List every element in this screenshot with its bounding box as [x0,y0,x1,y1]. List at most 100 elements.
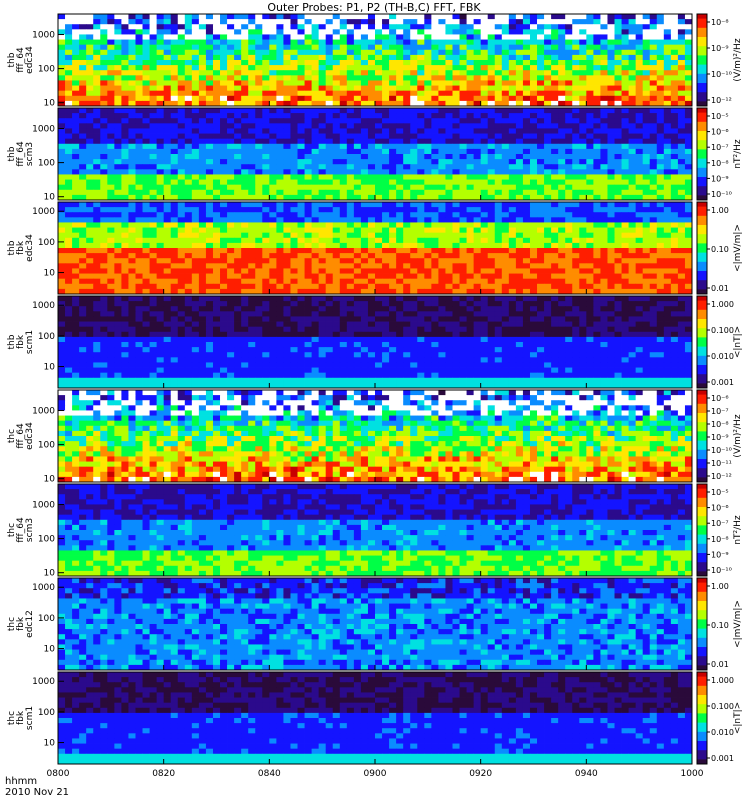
spectrogram-cell [276,19,284,25]
spectrogram-cell [508,273,517,280]
spectrogram-cell [149,14,158,20]
spectrogram-cell [283,189,291,196]
spectrogram-cell [283,169,291,175]
spectrogram-cell [121,283,129,290]
spectrogram-cell [290,70,298,76]
spectrogram-cell [642,24,651,30]
spectrogram-cell [227,194,235,201]
spectrogram-cell [663,154,672,160]
spectrogram-cell [579,184,587,191]
spectrogram-cell [452,263,460,269]
spectrogram-cell [191,232,200,239]
spectrogram-cell [480,194,489,201]
colorbar-swatch [697,96,707,100]
spectrogram-cell [670,174,679,180]
spectrogram-cell [191,248,200,254]
spectrogram-cell [396,143,404,150]
spectrogram-cell [100,29,108,35]
spectrogram-cell [445,133,453,140]
spectrogram-cell [360,34,369,40]
spectrogram-cell [649,138,658,145]
spectrogram-cell [375,227,383,234]
spectrogram-cell [551,232,559,239]
spectrogram-cell [656,237,665,244]
spectrogram-cell [262,108,270,114]
spectrogram-cell [473,258,482,264]
spectrogram-cell [480,49,489,56]
spectrogram-cell [135,248,143,254]
spectrogram-cell [346,283,355,290]
spectrogram-cell [480,70,489,76]
spectrogram-cell [297,189,305,196]
spectrogram-cell [332,174,341,180]
spectrogram-cell [607,65,615,71]
spectrogram-cell [417,143,425,150]
spectrogram-cell [579,19,587,25]
spectrogram-cell [382,232,390,239]
spectrogram-cell [142,123,150,129]
spectrogram-cell [466,278,475,285]
spectrogram-cell [642,164,651,170]
spectrogram-cell [311,154,320,160]
spectrogram-cell [410,278,418,285]
spectrogram-cell [649,207,658,213]
spectrogram-cell [156,133,165,140]
spectrogram-cell [283,100,291,107]
spectrogram-cell [508,19,517,25]
spectrogram-cell [480,227,489,234]
spectrogram-cell [177,212,186,218]
spectrogram-cell [220,70,228,76]
spectrogram-cell [600,253,608,259]
spectrogram-cell [403,118,411,124]
spectrogram-cell [635,184,644,191]
spectrogram-cell [212,44,221,51]
spectrogram-cell [220,207,228,213]
spectrogram-cell [565,148,573,155]
spectrogram-cell [142,217,150,223]
spectrogram-cell [248,65,256,71]
spectrogram-cell [346,227,355,234]
spectrogram-cell [339,138,348,145]
spectrogram-cell [621,288,629,295]
spectrogram-cell [142,202,150,208]
spectrogram-cell [255,273,263,280]
spectrogram-cell [642,60,651,66]
spectrogram-cell [234,268,242,274]
spectrogram-cell [297,14,305,20]
spectrogram-cell [677,194,686,201]
colorbar-swatch [697,27,707,31]
spectrogram-cell [389,242,397,249]
spectrogram-cell [628,232,637,239]
spectrogram-cell [537,232,545,239]
spectrogram-cell [360,39,369,46]
spectrogram-cell [389,184,397,191]
spectrogram-cell [114,85,122,92]
y-tick-label: 1000 [32,125,55,135]
colorbar-swatch [697,183,707,187]
spectrogram-cell [452,75,460,81]
spectrogram-cell [297,232,305,239]
spectrogram-cell [628,44,637,51]
spectrogram-cell [177,133,186,140]
spectrogram-cell [149,164,158,170]
spectrogram-cell [635,19,644,25]
spectrogram-cell [58,194,66,201]
spectrogram-cell [508,143,517,150]
spectrogram-cell [565,133,573,140]
spectrogram-cell [417,194,425,201]
spectrogram-cell [529,24,538,30]
spectrogram-cell [325,14,334,20]
spectrogram-cell [508,128,517,134]
spectrogram-cell [431,222,439,228]
spectrogram-cell [572,108,580,114]
spectrogram-cell [156,54,165,61]
spectrogram-cell [79,222,87,228]
spectrogram-cell [65,179,73,186]
spectrogram-cell [466,212,475,218]
spectrogram-cell [339,189,348,196]
spectrogram-cell [445,227,453,234]
spectrogram-cell [593,217,601,223]
spectrogram-cell [663,164,672,170]
spectrogram-cell [107,184,115,191]
spectrogram-cell [431,85,439,92]
